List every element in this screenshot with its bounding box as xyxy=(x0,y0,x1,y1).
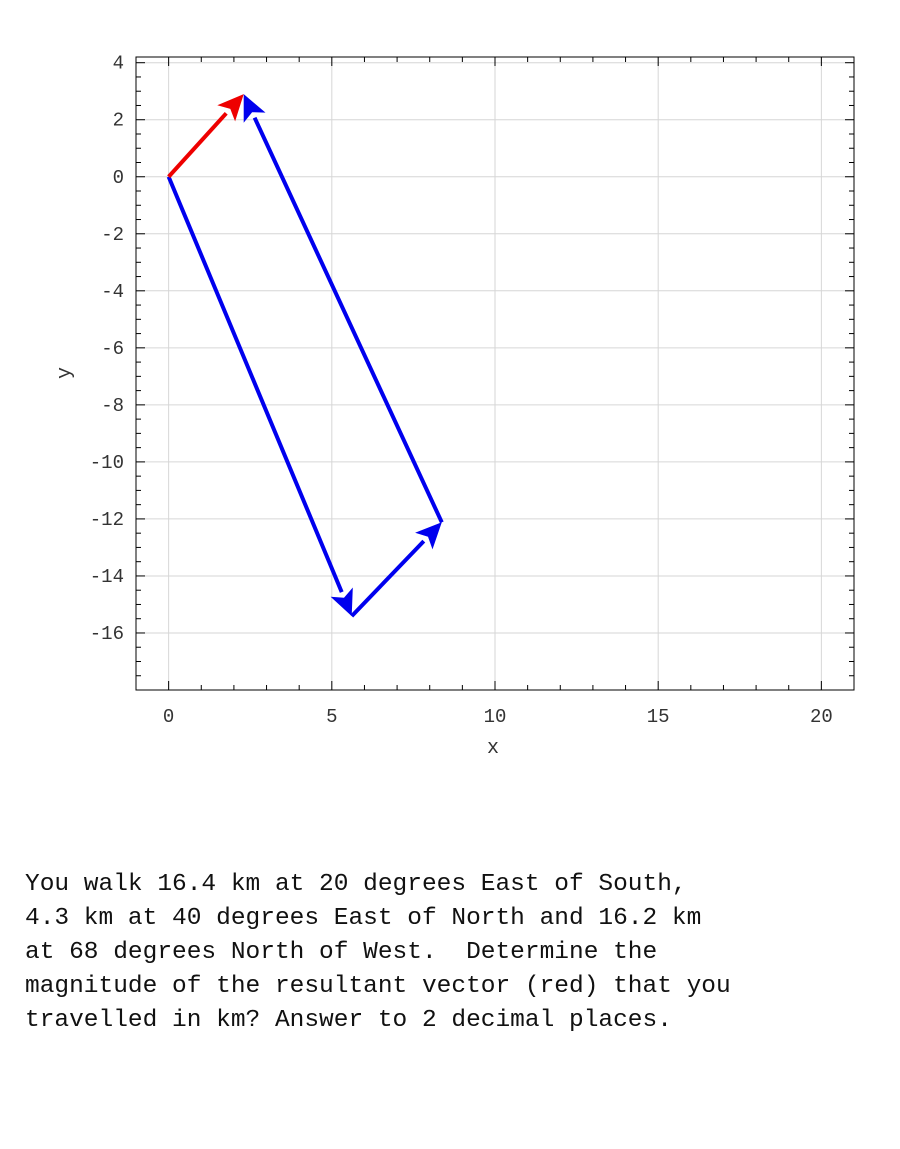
minor-ticks xyxy=(135,57,855,690)
question-text: You walk 16.4 km at 20 degrees East of S… xyxy=(25,868,885,1038)
vector-chart: 0 5 10 15 20 420-2-4-6-8-10-12-14-16 x y xyxy=(54,53,855,760)
displacement-vector-arrowhead xyxy=(330,587,353,617)
x-tick-label: 10 xyxy=(484,706,507,728)
y-tick-label: -10 xyxy=(90,452,124,474)
y-tick-labels: 4 2 0 -2 -4 -6 -8 -10 -12 -14 -16 xyxy=(90,53,124,645)
y-tick-label: -14 xyxy=(90,566,124,588)
y-tick-label: -16 xyxy=(90,623,124,645)
y-tick-label: -6 xyxy=(101,338,124,360)
displacement-vector-arrowhead xyxy=(243,94,266,123)
x-tick-label: 0 xyxy=(163,706,174,728)
displacement-vector-shaft xyxy=(166,175,344,593)
displacement-vector-arrowhead xyxy=(415,522,442,550)
x-tick-label: 15 xyxy=(647,706,670,728)
y-tick-label: -4 xyxy=(101,281,124,303)
vectors xyxy=(166,94,444,618)
plot-frame xyxy=(135,56,855,691)
question-line: magnitude of the resultant vector (red) … xyxy=(25,973,731,1000)
y-tick-label: 4 xyxy=(113,53,124,75)
y-axis-label: y xyxy=(54,367,77,379)
displacement-vector-shaft xyxy=(350,539,426,618)
y-tick-label: -2 xyxy=(101,224,124,246)
question-line: travelled in km? Answer to 2 decimal pla… xyxy=(25,1007,672,1034)
x-tick-labels: 0 5 10 15 20 xyxy=(163,706,833,728)
y-tick-label: 0 xyxy=(113,167,124,189)
question-line: You walk 16.4 km at 20 degrees East of S… xyxy=(25,871,687,898)
question-line: at 68 degrees North of West. Determine t… xyxy=(25,939,658,966)
x-tick-label: 5 xyxy=(326,706,337,728)
resultant-vector-shaft xyxy=(167,111,228,179)
displacement-vector-shaft xyxy=(252,116,444,524)
y-tick-label: -8 xyxy=(101,395,124,417)
y-tick-label: 2 xyxy=(113,110,124,132)
resultant-vector-arrowhead xyxy=(217,94,244,122)
major-ticks xyxy=(136,57,854,690)
question-line: 4.3 km at 40 degrees East of North and 1… xyxy=(25,905,702,932)
y-tick-label: -12 xyxy=(90,509,124,531)
grid xyxy=(136,57,854,690)
x-tick-label: 20 xyxy=(810,706,833,728)
x-axis-label: x xyxy=(487,737,499,760)
